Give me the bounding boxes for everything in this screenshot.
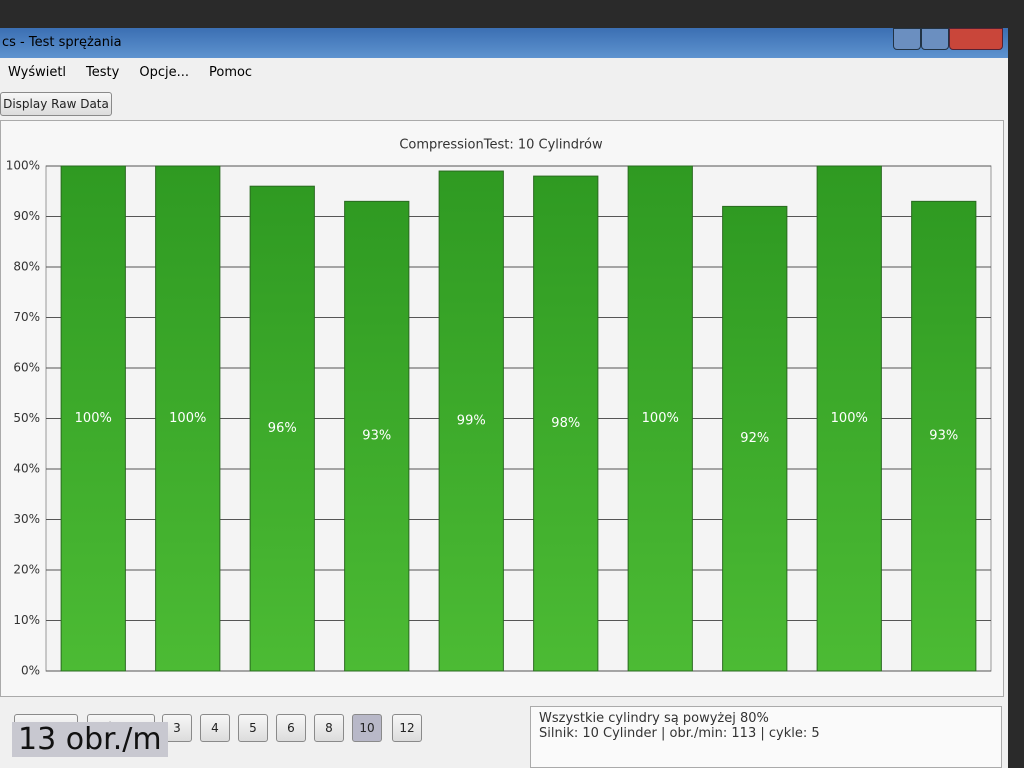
y-tick-label: 10% — [13, 613, 40, 627]
rpm-readout: 13 obr./m — [12, 722, 168, 757]
chart-title: CompressionTest: 10 Cylindrów — [399, 138, 603, 153]
bar — [627, 165, 693, 672]
y-tick-label: 0% — [21, 664, 40, 678]
value-label: 92% — [740, 431, 769, 446]
value-label: 93% — [929, 429, 958, 444]
chart: CompressionTest: 10 Cylindrów 0% 10% 20% 30… — [6, 138, 992, 678]
menu-item[interactable]: Wyświetl — [8, 65, 67, 80]
bar — [344, 200, 410, 672]
bar — [60, 165, 126, 672]
control-button[interactable]: 6 — [276, 714, 306, 742]
value-label: 100% — [642, 411, 679, 426]
control-button[interactable]: 8 — [314, 714, 344, 742]
control-button[interactable]: 5 — [238, 714, 268, 742]
menu-item[interactable]: Opcje... — [139, 65, 189, 80]
title-bar: cs - Test sprężania — [0, 28, 1008, 58]
control-button[interactable]: 10 — [352, 714, 382, 742]
maximize-button[interactable] — [921, 28, 949, 50]
menu-bar: Wyświetl Testy Opcje... Pomoc — [0, 58, 1008, 86]
status-box: Wszystkie cylindry są powyżej 80% Silnik:… — [530, 706, 1002, 768]
bar — [155, 165, 221, 672]
close-button[interactable] — [949, 28, 1003, 50]
y-tick-label: 20% — [13, 563, 40, 577]
window: cs - Test sprężania Wyświetl Testy Opcje..… — [0, 28, 1008, 768]
value-label: 100% — [831, 411, 868, 426]
value-label: 100% — [75, 411, 112, 426]
y-tick-label: 40% — [13, 462, 40, 476]
y-tick-label: 100% — [6, 159, 40, 173]
status-line: Silnik: 10 Cylinder | obr./min: 113 | cy… — [539, 726, 820, 741]
menu-item[interactable]: Pomoc — [208, 65, 253, 80]
window-title: cs - Test sprężania — [2, 35, 122, 50]
control-button[interactable]: 4 — [200, 714, 230, 742]
y-tick-label: 80% — [13, 260, 40, 274]
y-tick-label: 50% — [13, 411, 40, 425]
bar — [533, 175, 599, 672]
bar — [249, 185, 315, 672]
y-tick-label: 30% — [13, 512, 40, 526]
menu-item[interactable]: Testy — [86, 65, 120, 80]
control-button[interactable]: 12 — [392, 714, 422, 742]
value-label: 100% — [169, 411, 206, 426]
value-label: 96% — [268, 421, 297, 436]
chart-panel: CompressionTest: 10 Cylindrów 0% 10% 20% 30… — [0, 120, 1004, 697]
bar — [438, 170, 504, 672]
minimize-button[interactable] — [893, 28, 921, 50]
value-label: 93% — [362, 429, 391, 444]
y-tick-label: 60% — [13, 361, 40, 375]
y-tick-label: 90% — [13, 209, 40, 223]
status-line: Wszystkie cylindry są powyżej 80% — [539, 711, 769, 726]
value-label: 99% — [457, 414, 486, 429]
y-tick-label: 70% — [13, 310, 40, 324]
value-label: 98% — [551, 416, 580, 431]
bar — [911, 200, 977, 672]
bar — [816, 165, 882, 672]
bar — [722, 205, 788, 672]
display-raw-data-button[interactable]: Display Raw Data — [0, 92, 112, 116]
